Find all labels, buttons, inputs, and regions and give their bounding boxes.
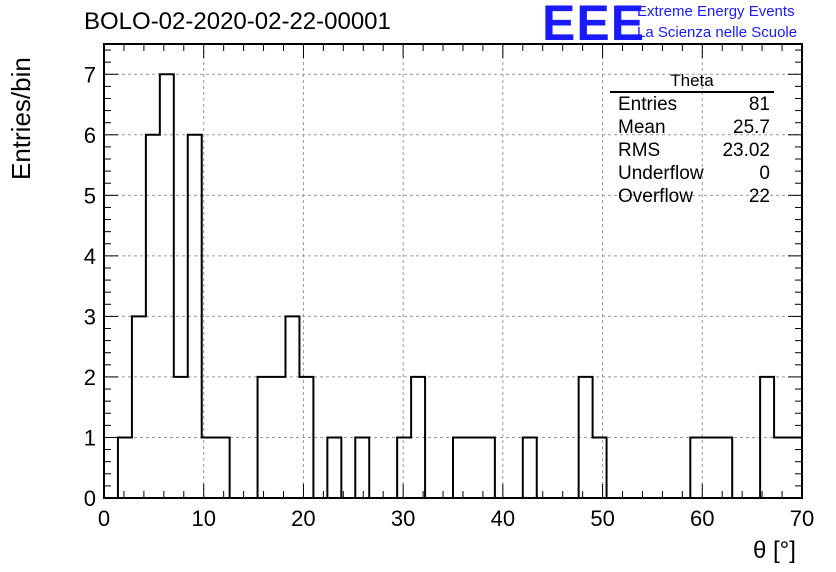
stats-row-mean: Mean 25.7	[608, 116, 776, 139]
stats-value: 23.02	[722, 140, 770, 161]
stats-value: 25.7	[733, 117, 770, 138]
stats-label: Overflow	[618, 186, 693, 207]
histogram-title: BOLO-02-2020-02-22-00001	[84, 8, 391, 35]
y-tick-label: 7	[84, 62, 96, 87]
stats-label: Underflow	[618, 163, 704, 184]
logo-line-2: La Scienza nelle Scuole	[637, 24, 798, 41]
y-axis-label: Entries/bin	[6, 57, 36, 180]
y-tick-label: 4	[84, 244, 96, 269]
stats-label: RMS	[618, 140, 661, 161]
y-tick-label: 0	[84, 486, 96, 511]
stats-value: 0	[759, 163, 770, 184]
x-tick-label: 20	[291, 506, 315, 531]
stats-row-rms: RMS 23.02	[608, 139, 776, 162]
stats-label: Entries	[618, 94, 678, 115]
x-tick-label: 10	[191, 506, 215, 531]
y-tick-label: 6	[84, 123, 96, 148]
x-tick-label: 50	[590, 506, 614, 531]
eee-logo: EEE	[542, 0, 646, 51]
x-axis-label: θ [°]	[753, 537, 796, 564]
x-tick-label: 0	[98, 506, 110, 531]
stats-row-underflow: Underflow 0	[608, 162, 776, 185]
y-tick-labels: 0 1 2 3 4 5 6 7	[84, 62, 96, 511]
x-tick-label: 30	[391, 506, 415, 531]
logo-line-1: Extreme Energy Events	[637, 3, 795, 20]
y-tick-label: 3	[84, 304, 96, 329]
stats-value: 22	[748, 186, 770, 207]
stats-label: Mean	[618, 117, 666, 138]
x-tick-labels: 0 10 20 30 40 50 60 70	[98, 506, 814, 531]
stats-value: 81	[748, 94, 770, 115]
y-tick-label: 1	[84, 425, 96, 450]
stats-box: Theta Entries 81 Mean 25.7 RMS 23.02 Und…	[608, 70, 776, 208]
axis-ticks	[103, 44, 803, 499]
y-tick-label: 5	[84, 183, 96, 208]
stats-title: Theta	[610, 70, 774, 93]
x-tick-label: 60	[690, 506, 714, 531]
y-tick-label: 2	[84, 365, 96, 390]
x-tick-label: 40	[491, 506, 515, 531]
plot-frame	[103, 43, 803, 499]
stats-row-entries: Entries 81	[608, 93, 776, 116]
x-tick-label: 70	[790, 506, 814, 531]
stats-row-overflow: Overflow 22	[608, 185, 776, 208]
